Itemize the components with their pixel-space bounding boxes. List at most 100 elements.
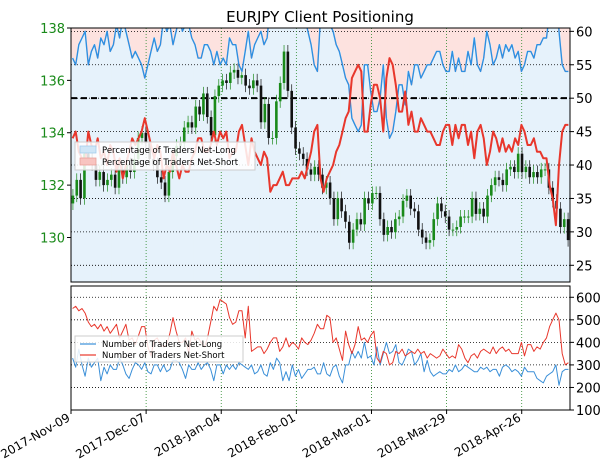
band-short bbox=[205, 28, 210, 45]
candle-body bbox=[470, 198, 474, 217]
candle-body bbox=[486, 195, 489, 217]
band-short bbox=[240, 28, 245, 72]
band-short bbox=[350, 28, 354, 119]
band-short bbox=[133, 28, 138, 52]
band-long bbox=[510, 44, 514, 282]
candle-body bbox=[432, 219, 436, 241]
band-short bbox=[566, 28, 570, 72]
candle-body bbox=[440, 203, 443, 212]
candle-body bbox=[397, 216, 401, 220]
candle-body bbox=[305, 158, 309, 170]
band-short bbox=[563, 28, 568, 72]
band-short bbox=[438, 28, 442, 52]
candle-body bbox=[539, 169, 543, 178]
right-tick-label: 45 bbox=[576, 126, 593, 141]
right-tick-label: 600 bbox=[576, 291, 601, 306]
band-long bbox=[548, 28, 552, 282]
band-short bbox=[513, 28, 518, 59]
band-short bbox=[130, 28, 135, 59]
band-long bbox=[381, 64, 386, 282]
band-short bbox=[227, 28, 232, 39]
band-short bbox=[422, 28, 427, 72]
band-short bbox=[202, 28, 207, 45]
band-long bbox=[453, 71, 458, 282]
candle-body bbox=[359, 219, 363, 225]
candle-body bbox=[455, 227, 459, 230]
band-long bbox=[466, 51, 470, 282]
candle-body bbox=[562, 219, 566, 228]
candle-body bbox=[347, 221, 351, 243]
band-long bbox=[328, 28, 332, 282]
candle-body bbox=[236, 69, 240, 78]
candle-body bbox=[198, 106, 201, 115]
band-long bbox=[425, 64, 430, 282]
band-short bbox=[482, 28, 486, 59]
band-short bbox=[309, 28, 314, 45]
band-short bbox=[344, 28, 348, 79]
band-long bbox=[271, 28, 276, 282]
band-long bbox=[422, 71, 427, 282]
band-long bbox=[303, 28, 307, 282]
candle-body bbox=[386, 227, 389, 235]
candle-body bbox=[436, 203, 439, 220]
legend-top: Percentage of Traders Net-Long Percentag… bbox=[74, 141, 256, 171]
band-short bbox=[403, 28, 408, 105]
band-short bbox=[472, 28, 477, 39]
band-short bbox=[127, 28, 132, 45]
candle-body bbox=[313, 166, 317, 175]
band-long bbox=[450, 51, 455, 282]
candle-body bbox=[317, 166, 320, 175]
band-long bbox=[475, 64, 480, 282]
band-short bbox=[428, 28, 433, 65]
candle-body bbox=[363, 198, 366, 225]
band-short bbox=[356, 28, 361, 132]
band-short bbox=[500, 28, 505, 59]
legend-top-frame bbox=[74, 141, 256, 171]
band-short bbox=[92, 28, 97, 45]
candle-body bbox=[405, 195, 409, 201]
band-long bbox=[340, 64, 345, 282]
x-tick-label: 2018-Jan-04 bbox=[152, 410, 223, 459]
band-long bbox=[146, 64, 150, 282]
band-short bbox=[215, 28, 219, 52]
candle-body bbox=[509, 166, 512, 170]
band-short bbox=[234, 28, 238, 45]
candle-body bbox=[83, 153, 86, 199]
candle-body bbox=[367, 198, 370, 204]
band-long bbox=[532, 58, 536, 282]
right-tick-label: 200 bbox=[576, 381, 601, 396]
band-short bbox=[413, 28, 417, 65]
band-short bbox=[83, 28, 88, 32]
band-short bbox=[199, 28, 204, 59]
band-long bbox=[438, 51, 442, 282]
candle-body bbox=[263, 103, 267, 123]
band-long bbox=[140, 64, 144, 282]
band-long bbox=[394, 111, 398, 282]
left-tick-label: 136 bbox=[40, 74, 65, 89]
band-short bbox=[353, 28, 357, 125]
band-long bbox=[350, 118, 354, 282]
candle-body bbox=[394, 219, 397, 233]
band-long bbox=[482, 58, 486, 282]
candle-body bbox=[259, 85, 263, 123]
band-long bbox=[397, 84, 401, 282]
candle-body bbox=[159, 177, 163, 183]
band-short bbox=[237, 28, 241, 65]
band-long bbox=[384, 118, 389, 282]
band-short bbox=[218, 28, 223, 65]
candle-body bbox=[451, 229, 455, 231]
candle-body bbox=[371, 192, 374, 204]
band-long bbox=[387, 138, 392, 282]
candle-body bbox=[71, 195, 75, 204]
band-long bbox=[403, 104, 408, 282]
band-long bbox=[322, 28, 326, 282]
band-long bbox=[268, 28, 273, 282]
band-short bbox=[538, 28, 543, 45]
candle-body bbox=[447, 216, 451, 230]
band-long bbox=[375, 111, 379, 282]
band-short bbox=[209, 28, 213, 52]
band-long bbox=[497, 44, 502, 282]
candle-body bbox=[505, 169, 508, 186]
band-short bbox=[469, 28, 474, 65]
